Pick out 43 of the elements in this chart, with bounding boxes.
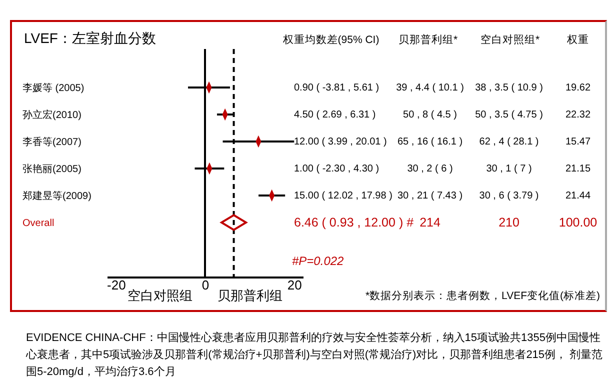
text: 210 bbox=[498, 216, 520, 230]
text: 贝那普利组 bbox=[218, 288, 282, 303]
text: 15.47 bbox=[565, 136, 591, 148]
text: 19.62 bbox=[565, 82, 591, 94]
text: 权重 bbox=[566, 33, 589, 46]
x-tick-label: -20 bbox=[107, 278, 126, 292]
text: 100.00 bbox=[558, 216, 598, 230]
chart-title: LVEF：左室射血分数 bbox=[24, 30, 156, 48]
y-tick-label: 郑建昱等(2009) bbox=[22, 190, 92, 202]
x-tick-label: 20 bbox=[287, 278, 302, 292]
text: 21.15 bbox=[565, 164, 591, 174]
text: 214 bbox=[420, 216, 440, 230]
text: 38 , 3.5 ( 10.9 ) bbox=[475, 82, 543, 94]
text: 权重均数差(95% CI) bbox=[282, 33, 380, 46]
text: 30 , 21 ( 7.43 ) bbox=[397, 190, 463, 202]
annotation: 1.00 ( -2.30 , 4.30 ) bbox=[294, 164, 380, 174]
text: 贝那普利组* bbox=[398, 33, 458, 46]
text: 50 , 8 ( 4.5 ) bbox=[403, 110, 457, 120]
text: EVIDENCE CHINA-CHF：中国慢性心衰患者应用贝那普利的疗效与安全性荟萃分析，纳入15项试验共1355例中国慢性心衰患者，其中5项试验涉及贝那普利(常规治疗+贝那普利)与空白对照(常规治疗)对比，贝那普利组患者215例， 剂量范围5-20mg/d，平均治疗3.6个月 bbox=[26, 330, 604, 380]
y-tick-label: 张艳丽(2005) bbox=[22, 163, 82, 175]
annotation: 0.90 ( -3.81 , 5.61 ) bbox=[294, 82, 380, 94]
text: 空白对照组 bbox=[128, 288, 192, 303]
text: 30 , 6 ( 3.79 ) bbox=[479, 190, 539, 202]
x-tick-label: 0 bbox=[202, 278, 210, 292]
text: 65 , 16 ( 16.1 ) bbox=[397, 136, 463, 148]
y-tick-label: 李香等(2007) bbox=[22, 136, 82, 148]
y-tick-label: 孙立宏(2010) bbox=[22, 109, 82, 121]
text: 30 , 1 ( 7 ) bbox=[486, 164, 532, 174]
annotation: 12.00 ( 3.99 , 20.01 ) bbox=[294, 136, 387, 148]
text: 30 , 2 ( 6 ) bbox=[407, 164, 453, 174]
text: 62 , 4 ( 28.1 ) bbox=[479, 136, 539, 148]
text: 39 , 4.4 ( 10.1 ) bbox=[396, 82, 464, 94]
annotation: 15.00 ( 12.02 , 17.98 ) bbox=[294, 190, 392, 202]
text: 22.32 bbox=[565, 110, 591, 120]
text: #P=0.022 bbox=[292, 254, 344, 268]
y-tick-label: Overall bbox=[22, 218, 54, 229]
text: 50 , 3.5 ( 4.75 ) bbox=[475, 110, 543, 120]
text: 空白对照组* bbox=[480, 33, 540, 46]
annotation: 6.46 ( 0.93 , 12.00 ) # bbox=[294, 216, 414, 230]
y-tick-label: 李媛等 (2005) bbox=[22, 82, 84, 94]
text: 21.44 bbox=[565, 190, 591, 202]
annotation: 4.50 ( 2.69 , 6.31 ) bbox=[294, 110, 376, 120]
text: *数据分别表示：患者例数，LVEF变化值(标准差) bbox=[365, 289, 600, 302]
